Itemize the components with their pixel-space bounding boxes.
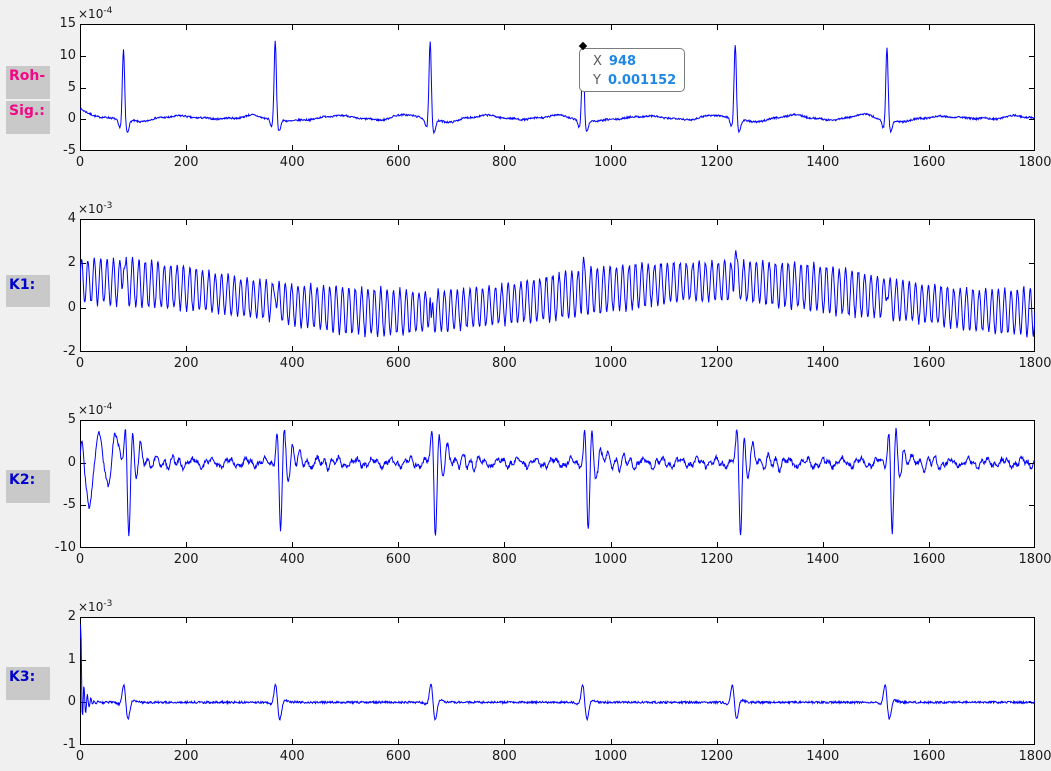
x-tick-label: 1600 xyxy=(912,155,946,170)
x-tick-label: 1000 xyxy=(594,356,628,371)
y-tick-label: 5 xyxy=(67,412,76,427)
datatip-y-value: 0.001152 xyxy=(607,73,677,88)
x-tick-label: 400 xyxy=(279,552,305,567)
datatip-x-row: X 948 xyxy=(593,52,684,71)
x-tick-label: 0 xyxy=(75,749,85,764)
y-tick-label: 2 xyxy=(67,609,76,624)
y-tick-label: -2 xyxy=(63,344,76,359)
axes-box xyxy=(80,24,1035,151)
plot-k1[interactable]: 0 200 400 600 800 1000 1200 1400 1600 1800 -2 0 2 4 ×1… xyxy=(63,201,1051,371)
x-tick-label: 1000 xyxy=(594,155,628,170)
tick-marks xyxy=(80,420,1035,548)
x-tick-label: 600 xyxy=(385,552,411,567)
x-tick-label: 200 xyxy=(173,155,199,170)
signal-line-k2 xyxy=(80,427,1035,537)
y-tick-label: 10 xyxy=(59,47,76,63)
x-tick-label: 1400 xyxy=(806,155,840,170)
x-tick-label: 1400 xyxy=(806,749,840,764)
x-tick-label: 0 xyxy=(75,356,85,371)
x-tick-label: 0 xyxy=(75,155,85,170)
datatip-y-label: Y xyxy=(593,73,601,88)
y-tick-label: 5 xyxy=(67,79,76,95)
tick-marks xyxy=(80,219,1035,352)
x-tick-label: 1400 xyxy=(806,552,840,567)
plot-k3[interactable]: 0 200 400 600 800 1000 1200 1400 1600 1800 -1 0 1 2 ×1… xyxy=(63,599,1051,764)
axis-exponent-label: ×10-4 xyxy=(78,402,113,417)
axis-exponent-label: ×10-3 xyxy=(78,201,113,216)
signal-line-k3 xyxy=(80,624,1035,722)
row-label-roh: Roh- xyxy=(6,66,50,99)
tick-marks xyxy=(80,24,1035,151)
plot-k2[interactable]: 0 200 400 600 800 1000 1200 1400 1600 1800 -10 -5 0 5… xyxy=(55,402,1051,567)
x-tick-label: 200 xyxy=(173,552,199,567)
y-tick-label: 1 xyxy=(67,651,76,667)
plot-canvas xyxy=(80,24,1035,151)
x-tick-label: 800 xyxy=(492,749,517,764)
x-tick-label: 1600 xyxy=(912,552,946,567)
x-tick-label: 0 xyxy=(75,552,85,567)
x-tick-label: 1800 xyxy=(1018,552,1051,567)
x-tick-label: 1000 xyxy=(594,552,628,567)
plot-canvas xyxy=(80,420,1035,548)
axes-box xyxy=(80,420,1035,548)
x-tick-label: 400 xyxy=(279,749,305,764)
plot-canvas xyxy=(80,617,1035,745)
x-tick-label: 1800 xyxy=(1018,356,1051,371)
x-tick-label: 1400 xyxy=(806,356,840,371)
tick-marks xyxy=(80,617,1035,745)
x-tick-label: 1000 xyxy=(594,749,628,764)
x-tick-label: 1200 xyxy=(700,749,734,764)
y-tick-label: 15 xyxy=(59,16,76,31)
row-label-k2: K2: xyxy=(6,470,50,503)
signal-line-k1 xyxy=(80,250,1035,338)
y-tick-label: -10 xyxy=(54,540,76,555)
x-tick-label: 1800 xyxy=(1018,155,1051,170)
y-tick-label: 0 xyxy=(67,694,76,710)
axis-exponent-label: ×10-4 xyxy=(78,6,113,21)
x-tick-label: 600 xyxy=(385,155,411,170)
y-tick-label: 0 xyxy=(67,299,76,315)
datatip-y-row: Y 0.001152 xyxy=(593,71,684,90)
x-tick-label: 1200 xyxy=(700,356,734,371)
x-tick-label: 1800 xyxy=(1018,749,1051,764)
y-tick-label: 0 xyxy=(67,454,76,470)
y-tick-label: 2 xyxy=(67,255,76,271)
x-tick-label: 1200 xyxy=(700,552,734,567)
datatip[interactable]: X 948 Y 0.001152 xyxy=(579,48,685,92)
x-tick-label: 800 xyxy=(492,155,517,170)
x-tick-label: 400 xyxy=(279,155,305,170)
axes-box xyxy=(80,617,1035,745)
axis-exponent-label: ×10-3 xyxy=(78,599,113,614)
plot-canvas xyxy=(80,219,1035,352)
x-tick-label: 800 xyxy=(492,552,517,567)
x-tick-label: 800 xyxy=(492,356,517,371)
x-tick-label: 200 xyxy=(173,356,199,371)
y-tick-label: 4 xyxy=(67,211,76,226)
x-tick-label: 600 xyxy=(385,356,411,371)
datatip-x-value: 948 xyxy=(608,54,637,69)
y-tick-label: -1 xyxy=(63,737,76,752)
x-tick-label: 600 xyxy=(385,749,411,764)
y-tick-label: -5 xyxy=(63,497,76,513)
y-tick-label: -5 xyxy=(63,143,76,158)
y-tick-label: 0 xyxy=(67,111,76,127)
x-tick-label: 1600 xyxy=(912,749,946,764)
x-tick-label: 1600 xyxy=(912,356,946,371)
row-label-sig: Sig.: xyxy=(6,101,50,134)
x-tick-label: 1200 xyxy=(700,155,734,170)
x-tick-label: 400 xyxy=(279,356,305,371)
datatip-x-label: X xyxy=(593,54,602,69)
row-label-k1: K1: xyxy=(6,275,50,307)
plot-roh-sig[interactable]: 0 200 400 600 800 1000 1200 1400 1600 1800 -5 0 5 10 1… xyxy=(59,6,1051,170)
signal-line-roh_sig xyxy=(80,40,1035,135)
row-label-k3: K3: xyxy=(6,667,50,700)
x-tick-label: 200 xyxy=(173,749,199,764)
